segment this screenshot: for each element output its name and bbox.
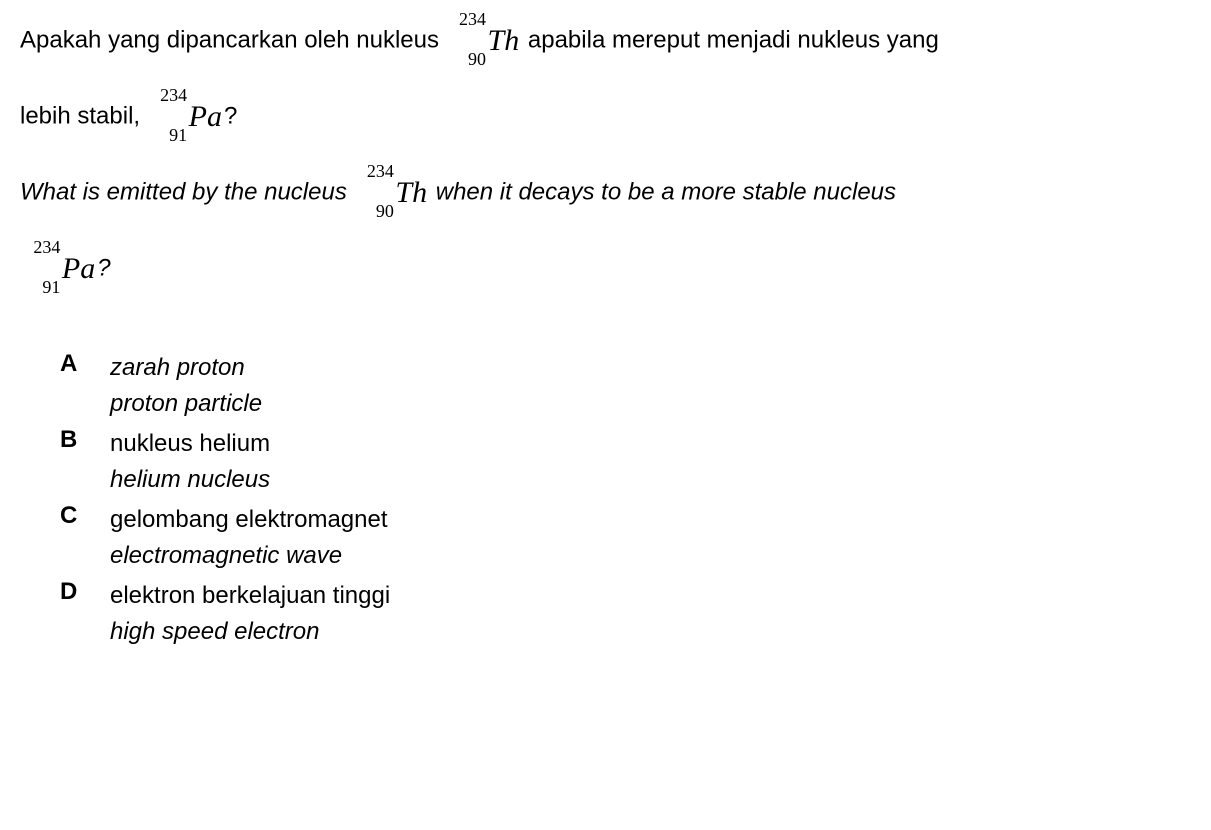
nuclide-pa-en-mass: 234 — [33, 238, 60, 256]
option-b-english: helium nucleus — [110, 462, 270, 498]
nuclide-th-en-wrap: 234 90 Th — [354, 172, 430, 214]
options-list: A zarah proton proton particle B nukleus… — [60, 350, 1191, 650]
nuclide-th-en: 234 90 Th — [394, 172, 427, 214]
option-a-label: A — [60, 350, 110, 378]
option-d-text: elektron berkelajuan tinggi high speed e… — [110, 578, 390, 650]
option-c-english: electromagnetic wave — [110, 538, 388, 574]
option-d-english: high speed electron — [110, 614, 390, 650]
question-english-part1: What is emitted by the nucleus — [20, 178, 354, 205]
nuclide-th-wrap: 234 90 Th — [446, 20, 522, 62]
nuclide-pa-en-wrap: 234 91 Pa — [20, 248, 97, 290]
option-c[interactable]: C gelombang elektromagnet electromagneti… — [60, 502, 1191, 574]
nuclide-pa: 234 91 Pa — [187, 96, 222, 138]
option-c-native: gelombang elektromagnet — [110, 502, 388, 538]
option-b[interactable]: B nukleus helium helium nucleus — [60, 426, 1191, 498]
option-c-text: gelombang elektromagnet electromagnetic … — [110, 502, 388, 574]
nuclide-th: 234 90 Th — [486, 20, 519, 62]
question-native-part2: apabila mereput menjadi nukleus yang — [528, 26, 939, 53]
option-a-text: zarah proton proton particle — [110, 350, 262, 422]
question-native-part4: ? — [224, 102, 237, 129]
option-b-text: nukleus helium helium nucleus — [110, 426, 270, 498]
nuclide-pa-wrap: 234 91 Pa — [147, 96, 224, 138]
option-d-label: D — [60, 578, 110, 606]
nuclide-pa-en-symbol: Pa — [60, 252, 95, 285]
nuclide-th-symbol: Th — [486, 24, 519, 57]
nuclide-th-atomic: 90 — [468, 50, 486, 68]
option-a[interactable]: A zarah proton proton particle — [60, 350, 1191, 422]
question-native-part3: lebih stabil, — [20, 102, 147, 129]
nuclide-pa-mass: 234 — [160, 86, 187, 104]
question-english-part4: ? — [97, 254, 110, 281]
question-english-part2: when it decays to be a more stable nucle… — [436, 178, 896, 205]
question-page: Apakah yang dipancarkan oleh nukleus 234… — [0, 0, 1211, 674]
question-native-line1: Apakah yang dipancarkan oleh nukleus 234… — [20, 20, 1191, 62]
question-english-line2: 234 91 Pa ? — [20, 248, 1191, 290]
nuclide-th-en-mass: 234 — [367, 162, 394, 180]
option-c-label: C — [60, 502, 110, 530]
nuclide-pa-symbol: Pa — [187, 100, 222, 133]
option-d[interactable]: D elektron berkelajuan tinggi high speed… — [60, 578, 1191, 650]
option-a-native: zarah proton — [110, 350, 262, 386]
nuclide-th-en-atomic: 90 — [376, 202, 394, 220]
question-native-part1: Apakah yang dipancarkan oleh nukleus — [20, 26, 446, 53]
question-english-line1: What is emitted by the nucleus 234 90 Th… — [20, 172, 1191, 214]
question-native-line2: lebih stabil, 234 91 Pa ? — [20, 96, 1191, 138]
nuclide-th-mass: 234 — [459, 10, 486, 28]
nuclide-pa-en: 234 91 Pa — [60, 248, 95, 290]
nuclide-th-en-symbol: Th — [394, 176, 427, 209]
nuclide-pa-atomic: 91 — [169, 126, 187, 144]
option-b-native: nukleus helium — [110, 426, 270, 462]
option-b-label: B — [60, 426, 110, 454]
nuclide-pa-en-atomic: 91 — [42, 278, 60, 296]
option-d-native: elektron berkelajuan tinggi — [110, 578, 390, 614]
option-a-english: proton particle — [110, 386, 262, 422]
